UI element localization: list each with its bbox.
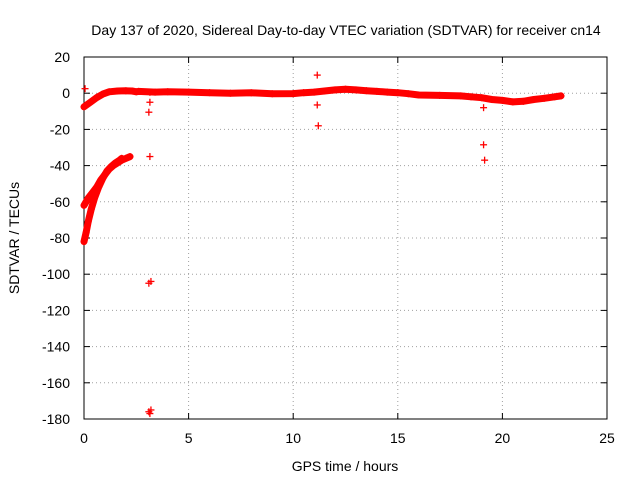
data-point <box>373 87 381 95</box>
y-tick-labels: 20 0 -20 -40 -60 -80 -100 -120 -140 -160 -180 <box>42 49 70 427</box>
data-point <box>404 90 412 98</box>
data-point <box>362 87 370 95</box>
data-point <box>477 94 485 102</box>
data-point <box>80 238 88 246</box>
data-point <box>80 201 88 209</box>
data-point <box>99 90 107 98</box>
x-tick-label: 5 <box>185 430 193 446</box>
outlier-point <box>146 98 154 106</box>
data-point <box>226 89 234 97</box>
data-point <box>394 89 402 97</box>
x-tick-label: 20 <box>495 430 511 446</box>
outlier-point <box>146 410 154 418</box>
y-tick-label: -80 <box>50 230 70 246</box>
y-tick-label: -140 <box>42 339 70 355</box>
data-point <box>509 98 517 106</box>
data-point <box>122 87 130 95</box>
outlier-point <box>145 279 153 287</box>
y-tick-label: -120 <box>42 302 70 318</box>
outlier-point <box>481 156 489 164</box>
data-point <box>84 194 92 202</box>
y-axis-label: SDTVAR / TECUs <box>6 182 22 294</box>
x-tick-label: 25 <box>599 430 615 446</box>
x-axis-label: GPS time / hours <box>292 458 399 474</box>
data-point <box>457 92 465 100</box>
y-tick-label: -20 <box>50 121 70 137</box>
x-tick-label: 15 <box>390 430 406 446</box>
data-point <box>551 93 559 101</box>
data-point <box>105 88 113 96</box>
data-point <box>95 183 103 191</box>
y-tick-label: 20 <box>54 49 70 65</box>
data-point <box>557 92 565 100</box>
data-point <box>128 87 136 95</box>
x-tick-label: 0 <box>80 430 88 446</box>
data-point <box>415 91 423 99</box>
data-point <box>86 98 94 106</box>
series-lower-decaying-arc <box>80 154 126 246</box>
y-tick-label: -40 <box>50 158 70 174</box>
data-point <box>488 96 496 104</box>
data-point <box>103 167 111 175</box>
data-point <box>436 91 444 99</box>
data-point <box>247 89 255 97</box>
series-outliers <box>81 71 489 418</box>
series-upper-decaying-arc <box>80 153 134 209</box>
data-point <box>111 159 119 167</box>
data-point <box>164 88 172 96</box>
data-point <box>80 103 88 111</box>
y-tick-label: -100 <box>42 266 70 282</box>
data-point <box>289 90 297 98</box>
outlier-point <box>146 88 154 96</box>
data-point <box>134 87 142 95</box>
data-point <box>82 229 90 237</box>
outlier-point <box>480 141 488 149</box>
data-point <box>310 88 318 96</box>
outlier-point <box>313 71 321 79</box>
chart-title: Day 137 of 2020, Sidereal Day-to-day VTE… <box>91 22 601 38</box>
data-point <box>530 96 538 104</box>
data-point <box>321 87 329 95</box>
outlier-point <box>145 108 153 116</box>
data-point <box>99 174 107 182</box>
outlier-point <box>314 122 322 130</box>
y-tick-label: -160 <box>42 375 70 391</box>
data-point <box>331 86 339 94</box>
data-point <box>342 85 349 93</box>
grid <box>84 57 607 419</box>
data-point <box>93 94 101 102</box>
data-point <box>126 153 134 161</box>
data-point <box>107 163 115 171</box>
series-main-trace <box>80 85 565 111</box>
x-tick-labels: 0 5 10 15 20 25 <box>80 430 615 446</box>
data-point <box>185 88 193 96</box>
outlier-point <box>146 153 154 161</box>
y-tick-label: -60 <box>50 194 70 210</box>
series-group <box>80 71 565 418</box>
data-point <box>467 93 475 101</box>
data-point <box>352 86 360 94</box>
data-point <box>84 218 92 226</box>
data-point <box>118 154 126 162</box>
data-point <box>519 97 527 105</box>
data-point <box>113 87 121 95</box>
data-point <box>87 205 95 213</box>
data-point <box>540 94 548 102</box>
data-point <box>383 88 391 96</box>
data-point <box>498 96 506 104</box>
data-point <box>206 89 214 97</box>
data-point <box>90 194 98 202</box>
y-tick-label: -180 <box>42 411 70 427</box>
outlier-point <box>81 85 89 93</box>
data-point <box>300 89 308 97</box>
outlier-point <box>313 101 321 109</box>
x-tick-label: 10 <box>285 430 301 446</box>
y-tick-label: 0 <box>62 85 70 101</box>
data-point <box>268 90 276 98</box>
outlier-point <box>480 104 488 112</box>
